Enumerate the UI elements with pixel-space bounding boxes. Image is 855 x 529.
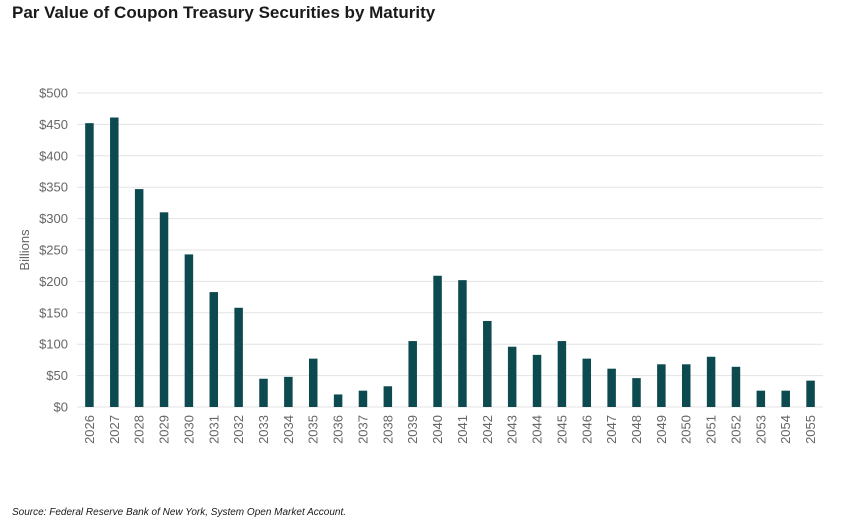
chart-title: Par Value of Coupon Treasury Securities …	[12, 3, 436, 22]
bar-2048	[632, 378, 641, 407]
y-tick-label: $300	[39, 211, 68, 226]
x-tick-label: 2034	[281, 415, 296, 444]
x-tick-label: 2042	[480, 415, 495, 444]
x-tick-label: 2028	[132, 415, 147, 444]
x-tick-label: 2043	[505, 415, 520, 444]
x-tick-label: 2055	[803, 415, 818, 444]
x-tick-label: 2049	[654, 415, 669, 444]
bar-2034	[284, 376, 293, 407]
x-tick-label: 2030	[181, 415, 196, 444]
bar-2044	[532, 354, 542, 407]
bar-2051	[706, 356, 716, 407]
bar-2036	[333, 394, 343, 407]
bar-2049	[657, 364, 666, 407]
x-tick-label: 2052	[728, 415, 743, 444]
y-tick-label: $250	[39, 243, 68, 258]
bar-2046	[582, 358, 592, 407]
bar-2033	[259, 378, 268, 407]
x-tick-label: 2047	[604, 415, 619, 444]
y-tick-label: $350	[39, 180, 68, 195]
y-axis-ticks: $0 $50 $100 $150 $200 $250 $300 $350 $400 $450 $50…	[39, 86, 68, 415]
bar-2050	[681, 364, 691, 407]
y-tick-label: $450	[39, 117, 68, 132]
bar-2039	[408, 341, 417, 407]
x-tick-label: 2050	[679, 415, 694, 444]
x-tick-label: 2051	[704, 415, 719, 444]
x-tick-label: 2037	[355, 415, 370, 444]
x-tick-label: 2048	[629, 415, 644, 444]
bar-2047	[607, 368, 616, 407]
x-tick-label: 2026	[82, 415, 97, 444]
bars	[85, 117, 815, 408]
x-tick-label: 2029	[157, 415, 172, 444]
gridlines	[77, 92, 823, 408]
x-tick-label: 2054	[778, 415, 793, 444]
bar-2053	[756, 390, 766, 407]
y-axis-title: Billions	[17, 229, 32, 271]
bar-2028	[134, 189, 144, 407]
bar-2052	[731, 366, 741, 407]
bar-2041	[458, 280, 467, 407]
bar-2038	[383, 386, 393, 407]
x-tick-label: 2031	[206, 415, 221, 444]
x-tick-label: 2041	[455, 415, 470, 444]
bar-2040	[433, 275, 442, 407]
bar-2031	[209, 292, 219, 407]
bar-2037	[358, 390, 368, 407]
bar-2043	[507, 346, 517, 407]
bar-2030	[184, 254, 194, 407]
bar-2032	[234, 307, 243, 407]
y-tick-label: $400	[39, 148, 68, 163]
bar-2045	[557, 341, 567, 407]
y-tick-label: $0	[54, 400, 68, 415]
bar-2054	[781, 390, 790, 407]
x-tick-label: 2053	[753, 415, 768, 444]
x-axis-ticks: 2026 2027 2028 2029 2030 2031 2032 2033 2034 2035…	[82, 415, 818, 444]
x-tick-label: 2040	[430, 415, 445, 444]
y-tick-label: $50	[46, 368, 68, 383]
x-tick-label: 2044	[530, 415, 545, 444]
bar-chart: $0 $50 $100 $150 $200 $250 $300 $350 $400 $450 $50…	[17, 86, 823, 444]
x-tick-label: 2045	[554, 415, 569, 444]
bar-2026	[85, 123, 94, 408]
x-tick-label: 2027	[107, 415, 122, 444]
x-tick-label: 2033	[256, 415, 271, 444]
x-tick-label: 2046	[579, 415, 594, 444]
y-tick-label: $200	[39, 274, 68, 289]
bar-2035	[308, 358, 318, 407]
x-tick-label: 2038	[380, 415, 395, 444]
y-tick-label: $100	[39, 337, 68, 352]
x-tick-label: 2039	[405, 415, 420, 444]
bar-2055	[806, 380, 815, 407]
y-tick-label: $500	[39, 86, 68, 101]
x-tick-label: 2035	[306, 415, 321, 444]
bar-2027	[110, 117, 119, 407]
source-note: Source: Federal Reserve Bank of New York…	[12, 507, 347, 518]
y-tick-label: $150	[39, 305, 68, 320]
x-tick-label: 2032	[231, 415, 246, 444]
x-tick-label: 2036	[331, 415, 346, 444]
bar-2029	[159, 212, 169, 407]
bar-2042	[483, 320, 492, 407]
